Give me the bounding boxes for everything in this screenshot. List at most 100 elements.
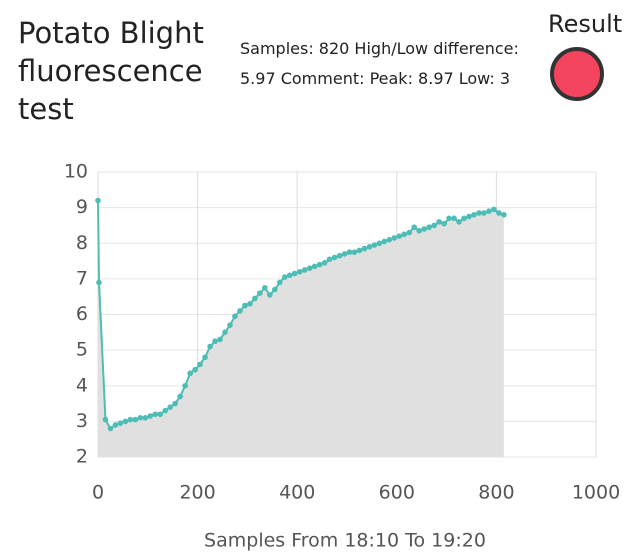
point: [326, 256, 333, 263]
point: [311, 263, 318, 270]
point: [142, 415, 149, 421]
point: [306, 265, 313, 271]
point: [162, 407, 169, 414]
point: [281, 274, 288, 280]
point: [391, 235, 398, 241]
point: [127, 416, 134, 423]
y-tick-label: 9: [76, 196, 88, 218]
x-tick-label: 1000: [572, 482, 620, 504]
point: [331, 254, 338, 261]
x-tick-label: 0: [92, 482, 104, 504]
point: [122, 418, 129, 425]
x-axis-label: Samples From 18:10 To 19:20: [204, 530, 486, 552]
y-tick-label: 2: [76, 446, 88, 468]
point: [501, 211, 507, 218]
point: [232, 313, 238, 320]
point: [461, 215, 467, 222]
area: [98, 200, 504, 457]
x-tick-label: 800: [478, 482, 514, 504]
point: [481, 210, 487, 216]
point: [286, 272, 293, 279]
point: [157, 411, 164, 418]
point: [262, 284, 268, 291]
point: [192, 366, 198, 373]
point: [366, 244, 373, 250]
point: [401, 231, 408, 238]
x-tick-label: 200: [179, 482, 215, 504]
point: [217, 336, 223, 343]
point: [381, 238, 388, 245]
point: [222, 329, 228, 336]
point: [406, 229, 413, 236]
point: [471, 211, 477, 218]
point: [147, 413, 154, 419]
point: [421, 226, 427, 232]
point: [416, 227, 423, 234]
point: [426, 224, 432, 231]
point: [436, 219, 442, 225]
result-label: Result: [548, 10, 623, 38]
point: [341, 251, 348, 257]
point: [496, 210, 502, 216]
y-tick-label: 3: [76, 410, 88, 432]
x-tick-label: 400: [279, 482, 315, 504]
point: [476, 210, 482, 216]
point: [247, 301, 253, 307]
point: [451, 215, 457, 222]
point: [491, 206, 497, 213]
point: [411, 224, 418, 231]
point: [202, 354, 208, 361]
y-tick-label: 10: [64, 161, 88, 183]
point: [227, 322, 233, 328]
point: [152, 411, 159, 418]
point: [177, 393, 183, 400]
point: [456, 219, 462, 225]
point: [172, 400, 178, 407]
info-text: Samples: 820 High/Low difference: 5.97 C…: [240, 39, 519, 88]
point: [371, 242, 378, 248]
point: [117, 420, 124, 426]
x-tick-label: 600: [379, 482, 415, 504]
point: [356, 247, 363, 254]
point: [486, 208, 492, 214]
y-tick-label: 5: [76, 339, 88, 361]
point: [346, 249, 353, 255]
point: [301, 267, 308, 273]
point: [102, 416, 109, 423]
point: [446, 215, 452, 222]
point: [296, 268, 303, 275]
point: [237, 308, 243, 314]
point: [252, 295, 258, 302]
point: [291, 270, 298, 277]
point: [257, 290, 263, 296]
point: [361, 245, 368, 252]
point: [187, 370, 193, 377]
point: [321, 260, 328, 266]
point: [316, 261, 323, 268]
point: [396, 233, 403, 239]
point: [112, 422, 119, 428]
point: [386, 236, 393, 243]
point: [96, 279, 102, 286]
point: [376, 240, 383, 247]
result-indicator: [550, 47, 604, 101]
point: [267, 292, 273, 298]
point: [466, 213, 472, 220]
point: [182, 382, 188, 389]
y-tick-label: 8: [76, 232, 88, 254]
point: [197, 361, 203, 368]
title: Potato Blight fluorescence test: [18, 16, 204, 126]
point: [336, 252, 343, 259]
point: [137, 415, 144, 421]
point: [207, 343, 213, 350]
y-tick-label: 6: [76, 303, 88, 325]
point: [276, 279, 283, 286]
point: [212, 338, 218, 345]
point: [242, 302, 248, 309]
point: [271, 286, 278, 293]
point: [107, 425, 114, 432]
y-tick-label: 4: [76, 374, 88, 396]
point: [351, 249, 358, 255]
point: [95, 197, 101, 204]
